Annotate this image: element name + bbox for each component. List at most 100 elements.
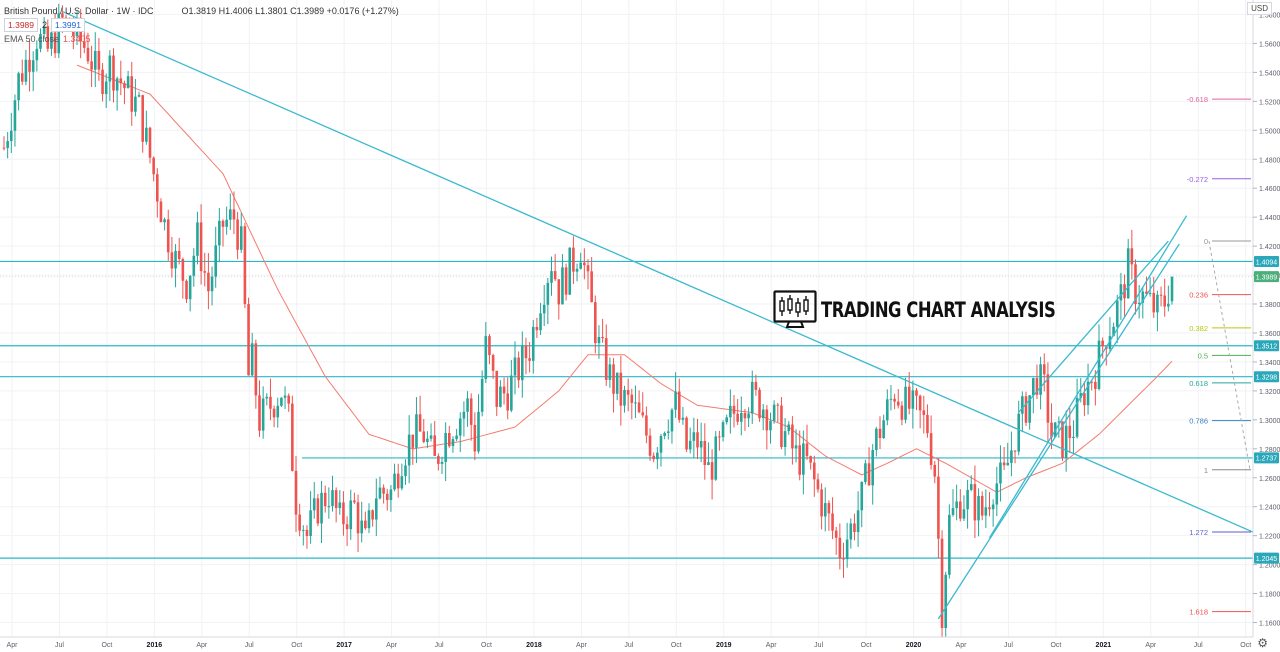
candle-body xyxy=(338,502,342,509)
candle-body xyxy=(455,435,458,440)
candle-body xyxy=(1017,413,1020,452)
candle-body xyxy=(780,405,783,447)
candle-body xyxy=(707,462,710,466)
candle-body xyxy=(798,445,801,475)
candle-body xyxy=(586,265,590,272)
candle-body xyxy=(696,432,699,448)
price-tags: 1.4094 1.3512 1.3298 1.2737 1.2045 1.3989 xyxy=(1254,255,1279,564)
fib-level-label: -0.272 xyxy=(1187,175,1208,184)
price-tick-label: 1.4800 xyxy=(1259,157,1280,164)
candle-body xyxy=(984,507,988,516)
candle-body xyxy=(375,498,378,520)
price-tick-label: 1.5200 xyxy=(1259,99,1280,106)
time-axis[interactable]: Apr Jul Oct 2016 Apr Jul Oct 2017 Apr Jul Oct 2018 A… xyxy=(0,636,1280,652)
candle-body xyxy=(466,398,469,412)
trendline[interactable] xyxy=(937,243,1180,620)
candle-body xyxy=(991,504,995,510)
candle-body xyxy=(218,220,221,246)
candle-body xyxy=(667,431,670,433)
candle-body xyxy=(1002,462,1006,466)
candle-body xyxy=(510,375,513,411)
candle-body xyxy=(568,247,572,295)
candle-body xyxy=(1021,396,1024,414)
candle-body xyxy=(703,441,707,466)
candle-body xyxy=(272,408,276,418)
candle-body xyxy=(1108,336,1112,349)
candle-body xyxy=(148,127,152,158)
candle-body xyxy=(962,509,966,519)
candle-body xyxy=(969,484,973,490)
candle-body xyxy=(820,489,823,517)
candle-body xyxy=(214,245,217,277)
candle-body xyxy=(769,420,772,431)
candle-body xyxy=(499,386,502,407)
candle-body xyxy=(46,26,50,49)
time-tick-label: Apr xyxy=(386,642,398,649)
candle-body xyxy=(1050,422,1053,438)
currency-label[interactable]: USD xyxy=(1247,2,1272,15)
price-tick-label: 1.3600 xyxy=(1259,331,1280,338)
candle-body xyxy=(243,226,247,305)
candle-body xyxy=(615,372,619,394)
candle-body xyxy=(20,73,24,82)
candles xyxy=(2,3,1174,639)
candle-body xyxy=(634,402,637,404)
price-tick-label: 1.4600 xyxy=(1259,186,1280,193)
candle-body xyxy=(261,398,265,431)
time-axis-bg xyxy=(0,637,1280,652)
settings-gear-icon[interactable]: ⚙ xyxy=(1257,636,1268,650)
symbol-row: British Pound / U.S. Dollar · 1W · IDC O… xyxy=(4,4,399,18)
indicator-row[interactable]: EMA 50 close 1.3405 xyxy=(4,32,399,46)
candle-body xyxy=(791,424,794,449)
price-tick-label: 1.2600 xyxy=(1259,476,1280,483)
candle-body xyxy=(776,404,780,406)
fib-level-label: 0 xyxy=(1204,237,1208,246)
candle-body xyxy=(53,32,57,54)
candle-body xyxy=(345,524,349,530)
symbol-title[interactable]: British Pound / U.S. Dollar · 1W · IDC xyxy=(4,6,154,16)
candle-body xyxy=(1028,395,1031,423)
candle-body xyxy=(119,78,123,84)
candle-body xyxy=(17,73,20,101)
candle-body xyxy=(10,130,13,142)
watermark-logo: TRADING CHART ANALYSIS xyxy=(773,290,1121,330)
candle-body xyxy=(1083,393,1086,406)
bid-price-box[interactable]: 1.3989 xyxy=(4,18,38,32)
candle-body xyxy=(604,338,608,380)
candle-body xyxy=(875,428,878,451)
candle-body xyxy=(404,465,407,477)
candle-body xyxy=(283,395,287,398)
candle-body xyxy=(999,462,1002,484)
fibonacci-levels[interactable]: -0.618 -0.272 0 0.236 0.382 0.5 0.618 0.786 1 1.2… xyxy=(1187,95,1251,617)
candle-body xyxy=(535,326,539,331)
candle-body xyxy=(827,503,831,514)
candle-body xyxy=(265,396,269,399)
level-price-tag-bg xyxy=(1254,452,1279,464)
candle-body xyxy=(579,262,582,269)
candle-body xyxy=(451,439,455,447)
time-tick-label: Jul xyxy=(1004,642,1013,649)
candle-body xyxy=(787,424,791,432)
candle-body xyxy=(601,336,604,339)
candle-body xyxy=(959,501,962,519)
ask-price-box[interactable]: 1.3991 xyxy=(51,18,86,32)
time-tick-label: Jul xyxy=(1194,642,1203,649)
fib-level-label: -0.618 xyxy=(1187,95,1208,104)
trendline[interactable] xyxy=(1018,240,1169,413)
trendline[interactable] xyxy=(62,10,1254,533)
candle-body xyxy=(864,463,867,482)
candle-body xyxy=(729,405,732,418)
trendlines[interactable] xyxy=(62,10,1254,620)
candle-body xyxy=(444,432,447,462)
candle-body xyxy=(426,438,429,443)
candle-body xyxy=(904,386,907,420)
candle-body xyxy=(502,386,506,394)
time-tick-label: Oct xyxy=(291,642,302,649)
trendline[interactable] xyxy=(988,215,1188,539)
candle-body xyxy=(400,476,404,489)
time-tick-label: 2017 xyxy=(336,642,352,649)
candle-body xyxy=(181,259,185,281)
candle-body xyxy=(6,141,9,149)
candle-body xyxy=(382,487,385,494)
